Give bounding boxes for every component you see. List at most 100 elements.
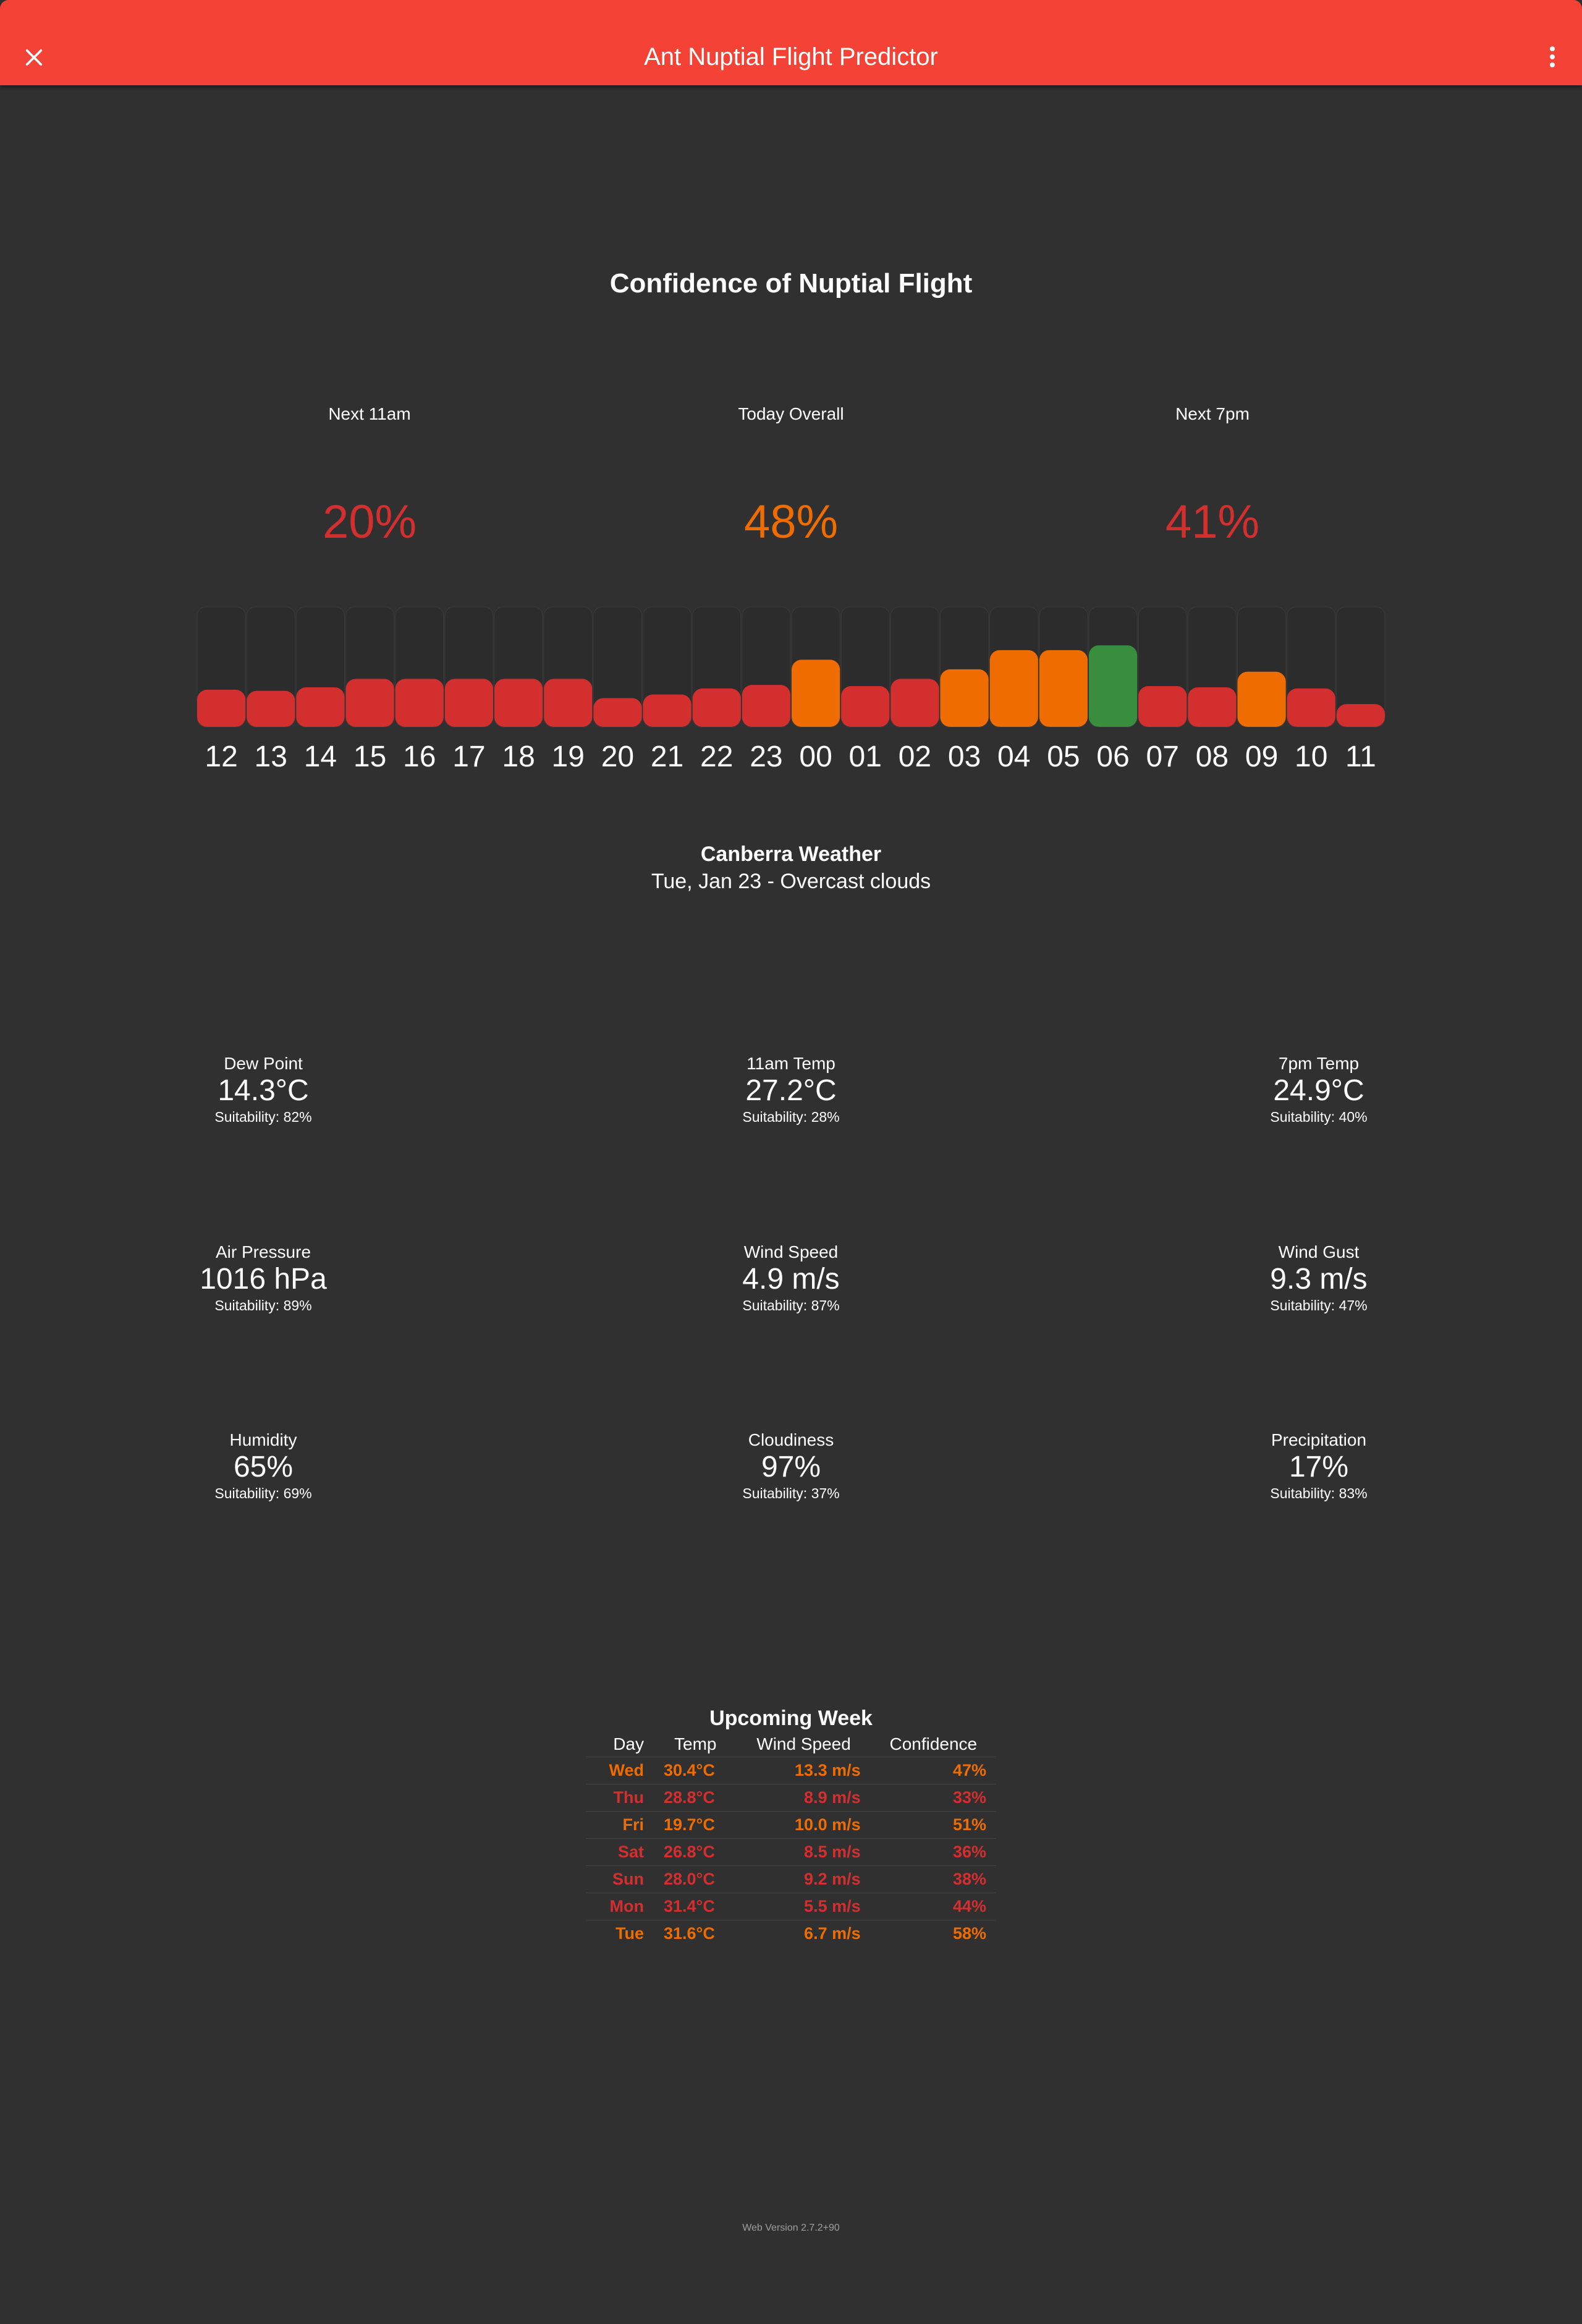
tick-label-22: 22 [700,740,733,773]
metric-suitability: Suitability: 37% [742,1485,840,1501]
weather-description: Tue, Jan 23 - Overcast clouds [651,870,931,893]
bar-hour-22 [692,688,741,727]
week-wind: 8.5 m/s [737,1838,871,1865]
week-wind: 5.5 m/s [737,1892,871,1920]
week-row: Mon 31.4°C 5.5 m/s 44% [586,1892,996,1920]
bar-hour-15 [345,679,394,727]
week-temp: 30.4°C [654,1756,737,1784]
metric-label: Wind Gust [1278,1242,1360,1262]
tick-label-15: 15 [353,740,386,773]
metric-label: Humidity [229,1430,297,1449]
metric-value: 1016 hPa [200,1263,327,1296]
tick-label-09: 09 [1245,740,1278,773]
bar-hour-16 [395,679,444,727]
metric-label: Dew Point [224,1054,303,1073]
tick-label-01: 01 [849,740,882,773]
bar-hour-08 [1188,687,1237,727]
metric-humidity: Humidity 65% Suitability: 69% [133,1430,393,1503]
summary-value: 41% [1165,496,1260,548]
week-row: Sat 26.8°C 8.5 m/s 36% [586,1838,996,1865]
bar-hour-23 [742,685,790,727]
col-day: Day [613,1734,644,1754]
week-day: Fri [586,1810,654,1838]
week-confidence: 44% [870,1892,996,1920]
bar-hour-12 [197,689,246,727]
week-day: Mon [586,1892,654,1920]
summary-next-11am: Next 11am 20% [215,402,524,550]
summary-next-7pm: Next 7pm 41% [1058,402,1367,550]
week-wind: 8.9 m/s [737,1783,871,1811]
tick-label-17: 17 [452,740,485,773]
bar-hour-04 [989,650,1038,727]
metric-suitability: Suitability: 69% [214,1485,312,1501]
bar-hour-18 [494,679,543,727]
metric-label: 11am Temp [747,1054,835,1073]
week-title: Upcoming Week [709,1707,873,1730]
metric-dew-point: Dew Point 14.3°C Suitability: 82% [133,1053,393,1126]
close-icon [25,49,43,66]
tick-label-00: 00 [799,740,832,773]
tick-label-10: 10 [1295,740,1327,773]
tick-label-16: 16 [403,740,436,773]
tick-label-11: 11 [1345,740,1376,773]
week-row: Thu 28.8°C 8.9 m/s 33% [586,1783,996,1811]
col-confidence: Confidence [889,1734,978,1754]
bar-hour-19 [544,679,593,727]
metric-air-pressure: Air Pressure 1016 hPa Suitability: 89% [133,1242,393,1315]
metric-cloudiness: Cloudiness 97% Suitability: 37% [661,1430,921,1503]
metric-suitability: Suitability: 89% [214,1297,312,1313]
weather-header: Canberra Weather Tue, Jan 23 - Overcast … [0,841,1582,895]
metric-value: 14.3°C [218,1074,309,1107]
bar-hour-05 [1039,650,1088,727]
app-title: Ant Nuptial Flight Predictor [644,43,938,70]
bar-hour-03 [940,669,989,727]
week-day: Sun [586,1865,654,1893]
week-confidence: 58% [870,1919,996,1947]
metric-value: 9.3 m/s [1270,1263,1368,1296]
summary-label: Today Overall [738,404,844,423]
tick-label-07: 07 [1146,740,1179,773]
week-temp: 31.6°C [654,1919,737,1947]
metric-suitability: Suitability: 28% [742,1109,840,1125]
tick-label-19: 19 [552,740,585,773]
metric-value: 24.9°C [1273,1074,1364,1107]
bar-hour-11 [1336,704,1385,727]
metric-wind-gust: Wind Gust 9.3 m/s Suitability: 47% [1189,1242,1449,1315]
more-options-button[interactable] [1535,32,1570,82]
tick-label-08: 08 [1196,740,1229,773]
metric-value: 17% [1288,1451,1349,1483]
week-row: Wed 30.4°C 13.3 m/s 47% [586,1756,996,1784]
bar-hour-09 [1237,671,1286,727]
summary-value: 48% [743,496,839,548]
bar-hour-07 [1138,686,1187,727]
week-day: Thu [586,1783,654,1811]
tick-label-14: 14 [304,740,337,773]
week-temp: 19.7°C [654,1810,737,1838]
week-temp: 28.8°C [654,1783,737,1811]
week-table: Day Temp Wind Speed Confidence Wed 30.4°C… [586,1732,996,1947]
close-button[interactable] [14,30,54,85]
metric-wind-speed: Wind Speed 4.9 m/s Suitability: 87% [661,1242,921,1315]
bar-hour-14 [296,687,345,727]
bar-hour-00 [792,659,840,727]
week-header-row: Day Temp Wind Speed Confidence [586,1732,996,1757]
week-day: Wed [586,1756,654,1784]
tick-label-13: 13 [255,740,287,773]
metric-suitability: Suitability: 47% [1270,1297,1368,1313]
metric-11am-temp: 11am Temp 27.2°C Suitability: 28% [661,1053,921,1126]
summary-today-overall: Today Overall 48% [637,402,945,550]
summary-label: Next 7pm [1175,404,1250,423]
week-wind: 9.2 m/s [737,1865,871,1893]
bar-hour-01 [841,686,890,727]
week-temp: 31.4°C [654,1892,737,1920]
metric-label: 7pm Temp [1278,1054,1360,1073]
bar-hour-21 [643,694,692,727]
metric-label: Precipitation [1271,1430,1367,1449]
tick-label-23: 23 [750,740,782,773]
week-wind: 6.7 m/s [737,1919,871,1947]
week-confidence: 36% [870,1838,996,1865]
tick-label-21: 21 [651,740,683,773]
week-confidence: 38% [870,1865,996,1893]
metric-7pm-temp: 7pm Temp 24.9°C Suitability: 40% [1189,1053,1449,1126]
weather-city: Canberra Weather [700,842,882,866]
